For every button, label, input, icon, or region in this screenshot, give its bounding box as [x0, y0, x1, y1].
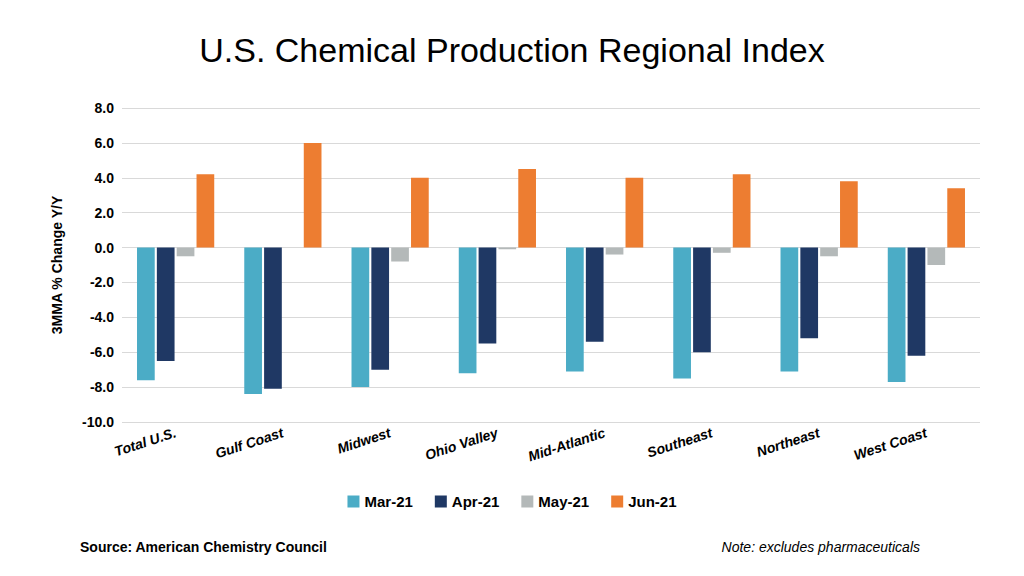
svg-text:Note: excludes pharmaceuticals: Note: excludes pharmaceuticals [722, 539, 920, 555]
svg-text:8.0: 8.0 [95, 100, 115, 116]
svg-text:Total U.S.: Total U.S. [112, 424, 178, 459]
svg-text:-2.0: -2.0 [90, 274, 114, 290]
svg-text:Northeast: Northeast [755, 424, 823, 460]
svg-text:West Coast: West Coast [852, 424, 930, 463]
svg-text:Gulf Coast: Gulf Coast [213, 424, 286, 461]
svg-text:-6.0: -6.0 [90, 344, 114, 360]
svg-text:Source: American Chemistry Cou: Source: American Chemistry Council [80, 539, 327, 555]
svg-text:Mid-Atlantic: Mid-Atlantic [526, 424, 607, 464]
svg-text:6.0: 6.0 [95, 135, 115, 151]
svg-text:0.0: 0.0 [95, 240, 115, 256]
svg-text:3MMA % Change Y/Y: 3MMA % Change Y/Y [49, 195, 65, 334]
svg-text:Midwest: Midwest [335, 424, 394, 457]
svg-text:4.0: 4.0 [95, 170, 115, 186]
svg-text:Jun-21: Jun-21 [628, 493, 676, 510]
svg-text:-8.0: -8.0 [90, 379, 114, 395]
svg-text:May-21: May-21 [538, 493, 589, 510]
svg-text:U.S. Chemical Production Regio: U.S. Chemical Production Regional Index [199, 31, 825, 69]
svg-text:Southeast: Southeast [645, 424, 716, 461]
svg-text:-4.0: -4.0 [90, 309, 114, 325]
svg-text:-10.0: -10.0 [82, 414, 114, 430]
svg-text:Mar-21: Mar-21 [364, 493, 412, 510]
svg-text:2.0: 2.0 [95, 205, 115, 221]
svg-text:Apr-21: Apr-21 [452, 493, 500, 510]
svg-text:Ohio Valley: Ohio Valley [423, 424, 501, 463]
